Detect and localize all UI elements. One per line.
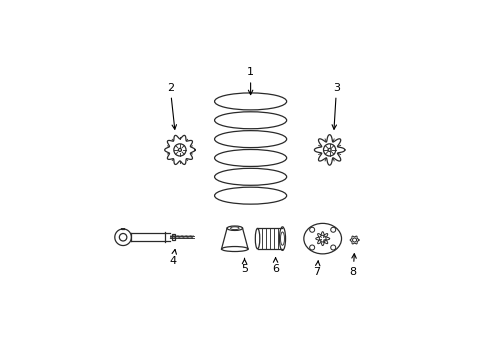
Text: 4: 4 — [169, 249, 176, 266]
Text: 6: 6 — [271, 258, 279, 274]
Bar — [171, 234, 175, 240]
Text: 1: 1 — [246, 67, 254, 95]
Text: 7: 7 — [313, 261, 320, 277]
Text: 2: 2 — [166, 82, 176, 129]
Text: 3: 3 — [331, 82, 339, 129]
Text: 5: 5 — [241, 258, 247, 274]
Text: 8: 8 — [349, 254, 356, 277]
